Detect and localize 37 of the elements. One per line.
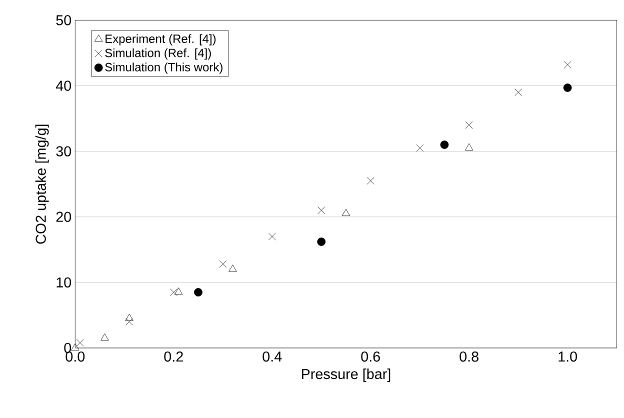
x-axis-title: Pressure [bar] — [302, 368, 390, 382]
point — [268, 232, 276, 240]
point — [174, 287, 183, 295]
point — [464, 143, 474, 150]
point — [228, 264, 237, 272]
point — [219, 260, 227, 268]
point — [342, 208, 350, 216]
point — [514, 88, 522, 96]
point — [564, 60, 572, 68]
y-tick-label: 40 — [56, 80, 72, 91]
point — [318, 206, 326, 214]
x-tick-label: 0.4 — [262, 351, 282, 362]
legend-label: Simulation (Ref. [4]) — [105, 48, 211, 60]
point — [317, 238, 326, 246]
point — [71, 343, 80, 350]
point — [100, 333, 109, 341]
point — [563, 83, 572, 92]
legend-label: Simulation (This work) — [105, 62, 222, 74]
point — [170, 288, 178, 296]
x-tick-label: 0.2 — [164, 351, 183, 362]
point — [465, 121, 473, 129]
y-tick-label: 20 — [56, 212, 72, 222]
point — [416, 144, 424, 152]
point — [366, 177, 374, 184]
y-axis-title: CO2 uptake [mg/g] — [35, 124, 49, 244]
x-tick-label: 0.8 — [460, 351, 478, 362]
y-tick-label: 30 — [56, 146, 72, 156]
x-tick-label: 0.0 — [66, 351, 85, 362]
point — [440, 140, 449, 149]
x-tick-label: 1.0 — [558, 351, 578, 362]
point — [194, 288, 202, 296]
legend-label: Experiment (Ref. [4]) — [106, 34, 216, 46]
y-tick-label: 10 — [56, 277, 72, 288]
x-tick-label: 0.6 — [361, 351, 380, 362]
point — [125, 314, 134, 321]
y-tick-label: 50 — [56, 15, 72, 26]
point — [126, 318, 134, 326]
